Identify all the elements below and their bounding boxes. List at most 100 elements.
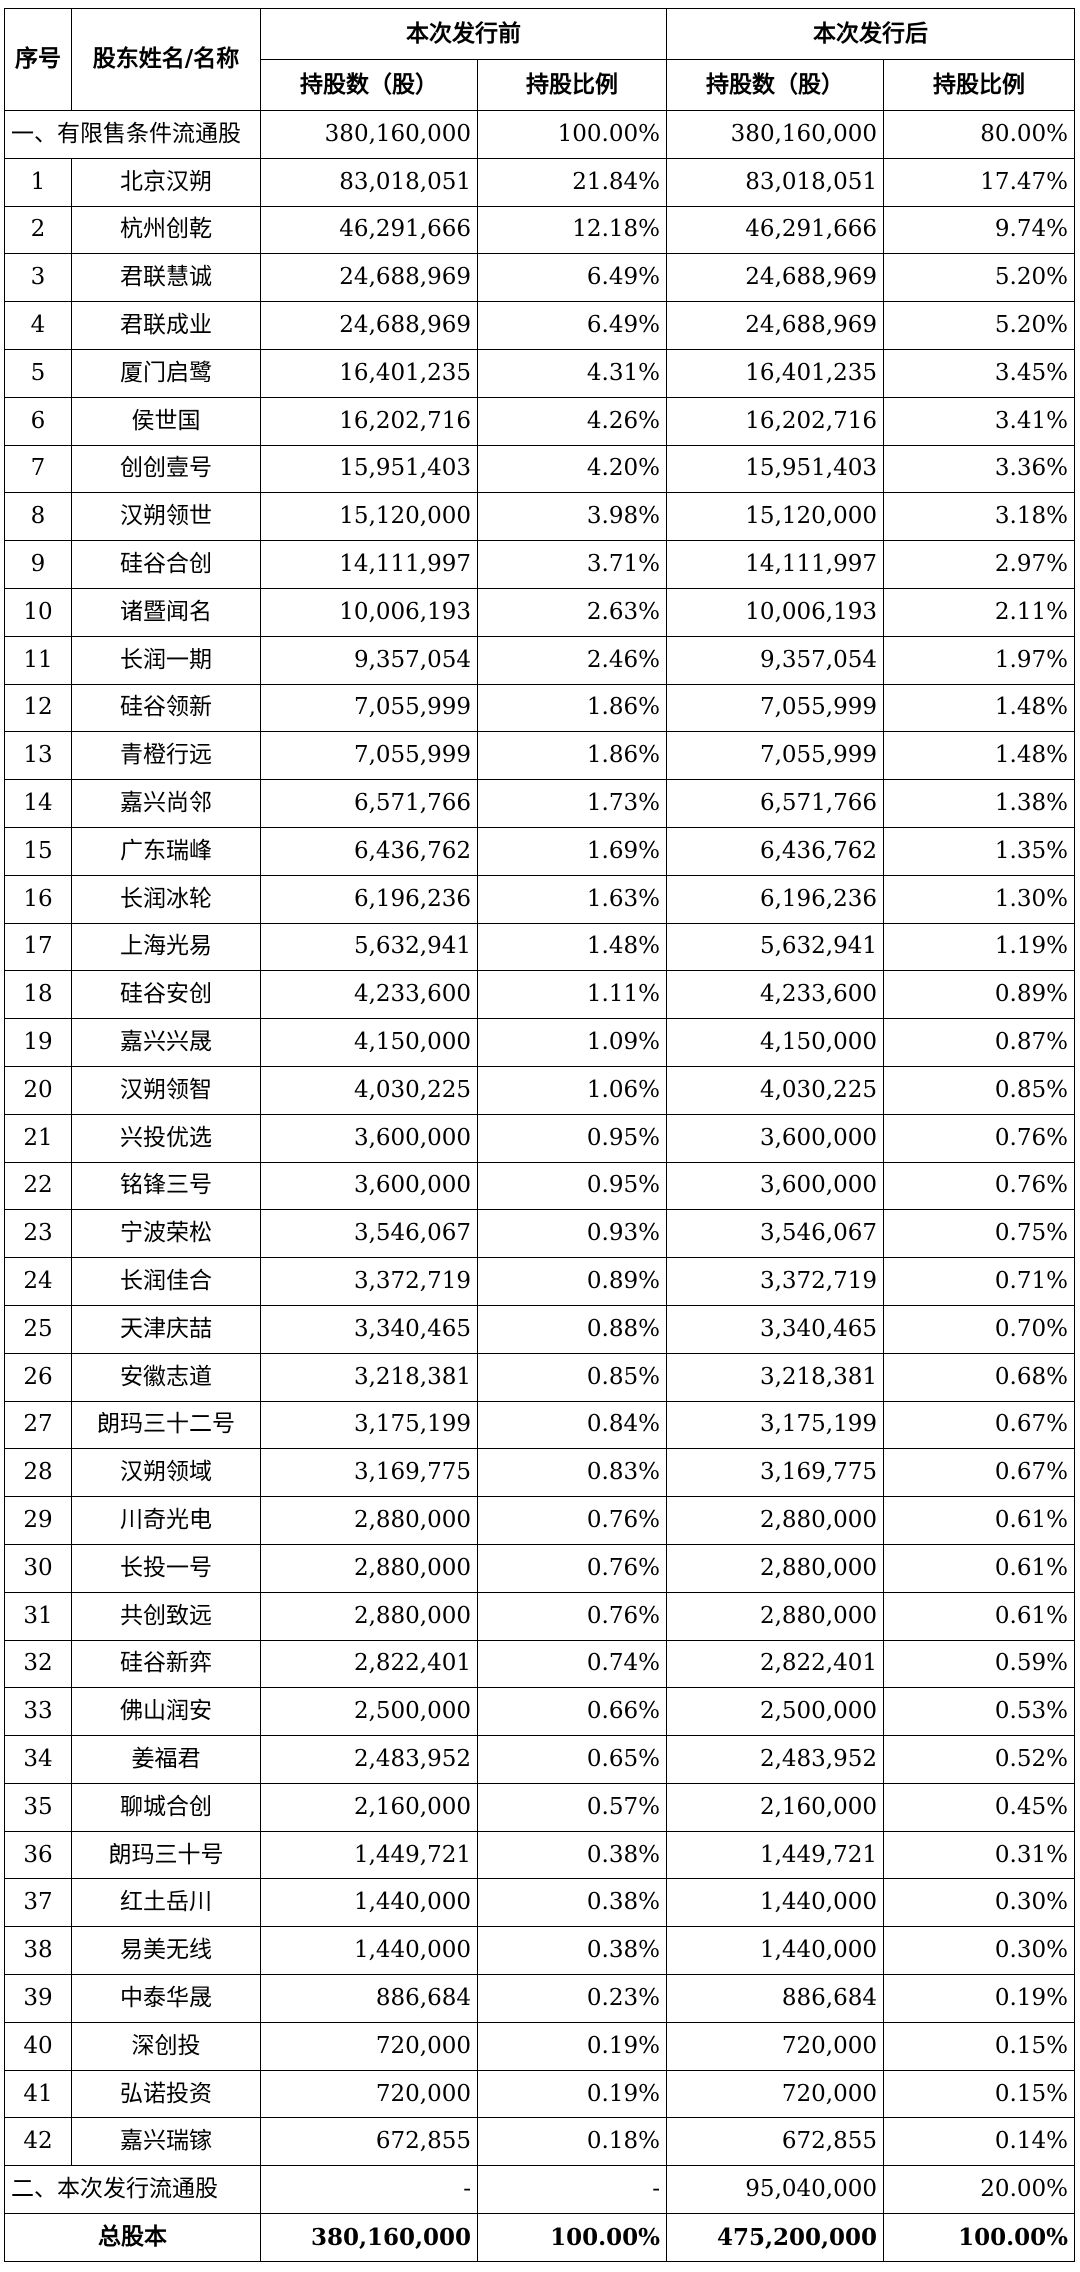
row-before-ratio: 0.76% — [477, 1543, 667, 1593]
header-after-ratio: 持股比例 — [883, 59, 1075, 111]
row-name: 君联成业 — [71, 301, 261, 350]
row-before-shares: 4,030,225 — [260, 1065, 478, 1115]
row-before-shares: 3,175,199 — [260, 1400, 478, 1450]
row-before-ratio: 0.76% — [477, 1496, 667, 1545]
row-name: 兴投优选 — [71, 1113, 261, 1163]
table-row: 42 嘉兴瑞镓 672,855 0.18% 672,855 0.14% — [4, 2117, 1075, 2167]
row-before-ratio: 0.18% — [477, 2117, 667, 2167]
row-before-ratio: 0.38% — [477, 1830, 667, 1880]
row-number: 3 — [4, 253, 72, 303]
row-number: 22 — [4, 1161, 72, 1211]
row-before-ratio: 0.19% — [477, 2021, 667, 2071]
row-before-shares: 10,006,193 — [260, 587, 478, 637]
row-name: 硅谷合创 — [71, 540, 261, 589]
row-after-ratio: 0.87% — [883, 1018, 1075, 1067]
table-row: 31 共创致远 2,880,000 0.76% 2,880,000 0.61% — [4, 1591, 1075, 1641]
row-before-ratio: 3.98% — [477, 492, 667, 542]
table-row: 18 硅谷安创 4,233,600 1.11% 4,233,600 0.89% — [4, 970, 1075, 1020]
row-number: 25 — [4, 1304, 72, 1354]
row-after-shares: 3,546,067 — [666, 1209, 884, 1259]
row-before-ratio: 0.66% — [477, 1687, 667, 1737]
row-after-shares: 24,688,969 — [666, 253, 884, 303]
row-before-ratio: 1.11% — [477, 970, 667, 1020]
row-after-shares: 720,000 — [666, 2069, 884, 2119]
row-name: 天津庆喆 — [71, 1304, 261, 1354]
row-number: 24 — [4, 1257, 72, 1306]
row-before-ratio: 1.48% — [477, 922, 667, 972]
row-after-ratio: 0.53% — [883, 1687, 1075, 1737]
row-name: 川奇光电 — [71, 1496, 261, 1545]
table-row: 33 佛山润安 2,500,000 0.66% 2,500,000 0.53% — [4, 1687, 1075, 1737]
row-after-ratio: 0.45% — [883, 1782, 1075, 1832]
row-name: 汉朔领域 — [71, 1448, 261, 1498]
row-before-shares: 4,233,600 — [260, 970, 478, 1020]
row-name: 弘诺投资 — [71, 2069, 261, 2119]
row-before-ratio: 0.76% — [477, 1591, 667, 1641]
row-after-shares: 15,951,403 — [666, 444, 884, 494]
restricted-before-shares: 380,160,000 — [260, 110, 478, 159]
restricted-after-shares: 380,160,000 — [666, 110, 884, 159]
table-row: 32 硅谷新弈 2,822,401 0.74% 2,822,401 0.59% — [4, 1639, 1075, 1689]
table-row: 14 嘉兴尚邻 6,571,766 1.73% 6,571,766 1.38% — [4, 779, 1075, 828]
row-name: 朗玛三十二号 — [71, 1400, 261, 1450]
row-before-shares: 3,169,775 — [260, 1448, 478, 1498]
row-after-shares: 672,855 — [666, 2117, 884, 2167]
row-number: 1 — [4, 157, 72, 207]
row-before-ratio: 3.71% — [477, 540, 667, 589]
row-before-ratio: 1.06% — [477, 1065, 667, 1115]
row-number: 34 — [4, 1735, 72, 1784]
row-name: 硅谷安创 — [71, 970, 261, 1020]
row-after-ratio: 1.48% — [883, 683, 1075, 733]
row-number: 9 — [4, 540, 72, 589]
row-number: 17 — [4, 922, 72, 972]
row-after-shares: 720,000 — [666, 2021, 884, 2071]
row-name: 长润冰轮 — [71, 874, 261, 924]
row-name: 厦门启鹭 — [71, 348, 261, 398]
row-before-shares: 16,202,716 — [260, 396, 478, 446]
row-after-shares: 3,600,000 — [666, 1161, 884, 1211]
row-before-ratio: 6.49% — [477, 253, 667, 303]
table-row: 24 长润佳合 3,372,719 0.89% 3,372,719 0.71% — [4, 1257, 1075, 1306]
row-after-ratio: 0.31% — [883, 1830, 1075, 1880]
row-number: 31 — [4, 1591, 72, 1641]
row-number: 38 — [4, 1926, 72, 1976]
row-number: 5 — [4, 348, 72, 398]
issued-after-shares: 95,040,000 — [666, 2165, 884, 2215]
row-after-shares: 3,169,775 — [666, 1448, 884, 1498]
row-after-shares: 24,688,969 — [666, 301, 884, 350]
row-after-ratio: 0.70% — [883, 1304, 1075, 1354]
row-before-shares: 3,218,381 — [260, 1352, 478, 1402]
row-number: 21 — [4, 1113, 72, 1163]
row-before-ratio: 1.73% — [477, 779, 667, 828]
row-after-ratio: 0.15% — [883, 2021, 1075, 2071]
row-after-ratio: 0.75% — [883, 1209, 1075, 1259]
issued-row: 二、本次发行流通股 - -95,040,000 20.00% — [4, 2165, 1075, 2215]
row-after-shares: 5,632,941 — [666, 922, 884, 972]
row-before-ratio: 1.09% — [477, 1018, 667, 1067]
row-before-shares: 6,196,236 — [260, 874, 478, 924]
row-after-shares: 46,291,666 — [666, 205, 884, 255]
row-name: 硅谷新弈 — [71, 1639, 261, 1689]
row-name: 青橙行远 — [71, 731, 261, 781]
row-after-ratio: 0.19% — [883, 1974, 1075, 2023]
total-label: 总股本 — [4, 2213, 261, 2262]
row-after-shares: 1,440,000 — [666, 1926, 884, 1976]
row-name: 上海光易 — [71, 922, 261, 972]
row-number: 35 — [4, 1782, 72, 1832]
row-number: 23 — [4, 1209, 72, 1259]
total-before-shares: 380,160,000 — [260, 2213, 478, 2262]
table-row: 2 杭州创乾 46,291,666 12.18% 46,291,666 9.74% — [4, 205, 1075, 255]
row-name: 汉朔领智 — [71, 1065, 261, 1115]
row-name: 长润一期 — [71, 635, 261, 685]
restricted-label: 一、有限售条件流通股 — [4, 110, 261, 159]
table-row: 1 北京汉朔 83,018,051 21.84% 83,018,051 17.47% — [4, 157, 1075, 207]
row-number: 10 — [4, 587, 72, 637]
row-number: 40 — [4, 2021, 72, 2071]
row-number: 41 — [4, 2069, 72, 2119]
row-after-ratio: 0.85% — [883, 1065, 1075, 1115]
table-row: 30 长投一号 2,880,000 0.76% 2,880,000 0.61% — [4, 1543, 1075, 1593]
table-row: 36 朗玛三十号 1,449,721 0.38% 1,449,721 0.31% — [4, 1830, 1075, 1880]
row-before-ratio: 1.86% — [477, 731, 667, 781]
row-after-ratio: 0.61% — [883, 1496, 1075, 1545]
row-after-ratio: 0.14% — [883, 2117, 1075, 2167]
